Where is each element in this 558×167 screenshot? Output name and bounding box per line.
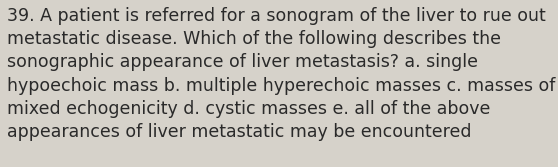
Text: 39. A patient is referred for a sonogram of the liver to rue out
metastatic dise: 39. A patient is referred for a sonogram… — [7, 7, 556, 141]
